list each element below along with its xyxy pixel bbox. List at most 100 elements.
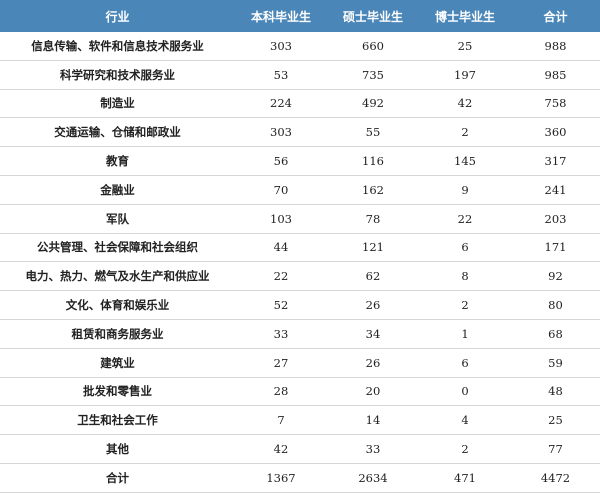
industry-cell: 其他 [0,434,235,464]
table-header-row: 行业 本科毕业生 硕士毕业生 博士毕业生 合计 [0,0,600,32]
master-cell: 492 [327,89,419,119]
bachelor-cell: 33 [235,319,327,349]
total-cell: 203 [511,204,600,234]
table-row: 信息传输、软件和信息技术服务业 303 660 25 988 [0,32,600,61]
master-cell: 33 [327,434,419,464]
table-row: 文化、体育和娱乐业 52 26 2 80 [0,290,600,320]
industry-cell: 交通运输、仓储和邮政业 [0,117,235,148]
industry-cell: 军队 [0,204,235,234]
bachelor-cell: 28 [235,377,327,407]
table-row: 教育 56 116 145 317 [0,146,600,176]
table-total-row: 合计 1367 2634 471 4472 [0,463,600,493]
doctor-cell: 471 [419,463,511,493]
bachelor-cell: 53 [235,60,327,90]
bachelor-cell: 27 [235,348,327,378]
industry-cell: 合计 [0,463,235,493]
total-cell: 360 [511,117,600,148]
table-row: 军队 103 78 22 203 [0,204,600,234]
bachelor-cell: 70 [235,175,327,205]
doctor-cell: 6 [419,233,511,263]
doctor-cell: 22 [419,204,511,234]
total-cell: 241 [511,175,600,205]
bachelor-cell: 7 [235,405,327,436]
total-cell: 317 [511,146,600,176]
total-cell: 25 [511,405,600,436]
table-row: 金融业 70 162 9 241 [0,175,600,205]
bachelor-cell: 56 [235,146,327,176]
table-row: 制造业 224 492 42 758 [0,89,600,119]
master-cell: 55 [327,117,419,148]
doctor-cell: 9 [419,175,511,205]
master-cell: 26 [327,348,419,378]
header-industry: 行业 [0,0,235,32]
total-cell: 48 [511,377,600,407]
master-cell: 735 [327,60,419,90]
master-cell: 20 [327,377,419,407]
total-cell: 77 [511,434,600,464]
master-cell: 62 [327,261,419,292]
header-total: 合计 [511,0,600,32]
industry-cell: 信息传输、软件和信息技术服务业 [0,32,235,61]
doctor-cell: 8 [419,261,511,292]
table-row: 其他 42 33 2 77 [0,434,600,464]
doctor-cell: 4 [419,405,511,436]
master-cell: 162 [327,175,419,205]
doctor-cell: 6 [419,348,511,378]
master-cell: 26 [327,290,419,320]
total-cell: 985 [511,60,600,90]
table-row: 科学研究和技术服务业 53 735 197 985 [0,60,600,90]
bachelor-cell: 1367 [235,463,327,493]
table-row: 建筑业 27 26 6 59 [0,348,600,378]
industry-cell: 电力、热力、燃气及水生产和供应业 [0,261,235,292]
industry-cell: 建筑业 [0,348,235,378]
total-cell: 59 [511,348,600,378]
doctor-cell: 2 [419,117,511,148]
total-cell: 171 [511,233,600,263]
doctor-cell: 1 [419,319,511,349]
doctor-cell: 145 [419,146,511,176]
doctor-cell: 197 [419,60,511,90]
bachelor-cell: 42 [235,434,327,464]
table-row: 公共管理、社会保障和社会组织 44 121 6 171 [0,233,600,263]
table-row: 卫生和社会工作 7 14 4 25 [0,405,600,436]
industry-cell: 租赁和商务服务业 [0,319,235,349]
total-cell: 68 [511,319,600,349]
bachelor-cell: 52 [235,290,327,320]
master-cell: 78 [327,204,419,234]
industry-cell: 批发和零售业 [0,377,235,407]
doctor-cell: 25 [419,32,511,61]
doctor-cell: 42 [419,89,511,119]
header-bachelor: 本科毕业生 [235,0,327,32]
master-cell: 121 [327,233,419,263]
bachelor-cell: 103 [235,204,327,234]
bachelor-cell: 22 [235,261,327,292]
industry-cell: 金融业 [0,175,235,205]
bachelor-cell: 44 [235,233,327,263]
master-cell: 34 [327,319,419,349]
master-cell: 660 [327,32,419,61]
doctor-cell: 2 [419,434,511,464]
master-cell: 14 [327,405,419,436]
doctor-cell: 0 [419,377,511,407]
bachelor-cell: 303 [235,117,327,148]
table-row: 电力、热力、燃气及水生产和供应业 22 62 8 92 [0,261,600,292]
industry-cell: 科学研究和技术服务业 [0,60,235,90]
table-row: 交通运输、仓储和邮政业 303 55 2 360 [0,117,600,148]
header-doctor: 博士毕业生 [419,0,511,32]
master-cell: 116 [327,146,419,176]
industry-cell: 教育 [0,146,235,176]
total-cell: 758 [511,89,600,119]
total-cell: 988 [511,32,600,61]
master-cell: 2634 [327,463,419,493]
industry-cell: 卫生和社会工作 [0,405,235,436]
total-cell: 80 [511,290,600,320]
table-row: 批发和零售业 28 20 0 48 [0,377,600,407]
header-master: 硕士毕业生 [327,0,419,32]
doctor-cell: 2 [419,290,511,320]
bachelor-cell: 303 [235,32,327,61]
bachelor-cell: 224 [235,89,327,119]
industry-cell: 公共管理、社会保障和社会组织 [0,233,235,263]
total-cell: 4472 [511,463,600,493]
industry-cell: 文化、体育和娱乐业 [0,290,235,320]
